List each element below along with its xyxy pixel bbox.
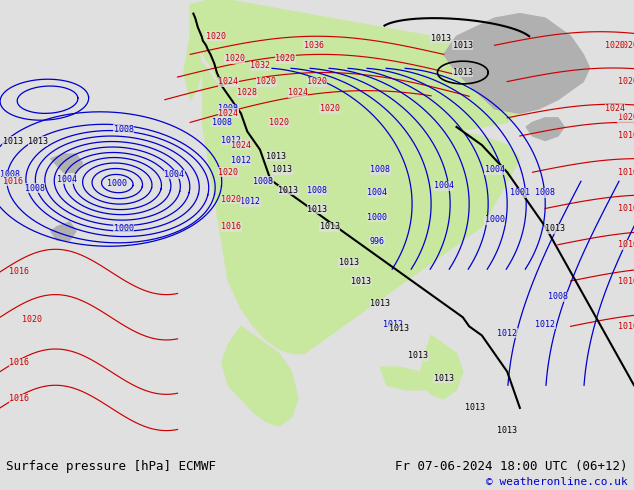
Text: 1020: 1020	[22, 315, 42, 324]
Text: 1008: 1008	[535, 188, 555, 197]
Text: 1012: 1012	[383, 319, 403, 329]
Text: 1004: 1004	[367, 188, 387, 197]
Text: 1024: 1024	[605, 104, 625, 113]
Text: 1020: 1020	[618, 113, 634, 122]
Text: Fr 07-06-2024 18:00 UTC (06+12): Fr 07-06-2024 18:00 UTC (06+12)	[395, 460, 628, 473]
Text: Surface pressure [hPa] ECMWF: Surface pressure [hPa] ECMWF	[6, 460, 216, 473]
Text: 1016: 1016	[618, 131, 634, 141]
Text: 1012: 1012	[221, 136, 242, 145]
Polygon shape	[184, 36, 203, 99]
Text: 1036: 1036	[304, 41, 324, 50]
Text: 1012: 1012	[231, 156, 251, 166]
Text: 1004: 1004	[484, 166, 505, 174]
Text: 1001: 1001	[510, 188, 530, 197]
Polygon shape	[190, 0, 552, 131]
Polygon shape	[51, 222, 76, 240]
Text: 1013: 1013	[320, 222, 340, 231]
Text: 1016: 1016	[618, 168, 634, 177]
Text: 1008: 1008	[113, 124, 134, 134]
Text: 1008: 1008	[25, 184, 45, 193]
Text: 1016: 1016	[618, 276, 634, 286]
Text: 1013: 1013	[370, 299, 391, 308]
Text: 1013: 1013	[497, 426, 517, 435]
Text: 1024: 1024	[218, 109, 238, 118]
Text: 1008: 1008	[307, 186, 327, 195]
Text: 1020: 1020	[618, 41, 634, 50]
Text: 1004: 1004	[164, 170, 184, 179]
Text: 1013: 1013	[266, 152, 286, 161]
Text: 1020: 1020	[605, 41, 625, 50]
Text: 1004: 1004	[56, 174, 77, 184]
Text: 1012: 1012	[497, 329, 517, 338]
Text: 1013: 1013	[3, 137, 23, 146]
Text: 1028: 1028	[237, 88, 257, 98]
Text: 1013: 1013	[272, 166, 292, 174]
Text: 1013: 1013	[351, 276, 372, 286]
Text: 1032: 1032	[250, 61, 270, 70]
Text: 1016: 1016	[3, 177, 23, 186]
Text: 1024: 1024	[231, 141, 251, 149]
Text: 1000: 1000	[367, 213, 387, 222]
Text: 1004: 1004	[434, 181, 454, 190]
Text: 1016: 1016	[618, 204, 634, 213]
Text: 1013: 1013	[408, 351, 429, 360]
Text: 1016: 1016	[9, 268, 29, 276]
Text: 1008: 1008	[548, 293, 568, 301]
Text: 1000: 1000	[107, 179, 127, 188]
Text: 1013: 1013	[307, 205, 327, 214]
Text: 1013: 1013	[339, 258, 359, 268]
Text: 996: 996	[370, 237, 385, 245]
Text: 1020: 1020	[221, 195, 242, 204]
Text: © weatheronline.co.uk: © weatheronline.co.uk	[486, 477, 628, 487]
Text: 1008: 1008	[0, 170, 20, 179]
Text: 1020: 1020	[205, 32, 226, 41]
Text: 1016: 1016	[9, 394, 29, 403]
Text: 1000: 1000	[484, 215, 505, 224]
Text: 1013: 1013	[453, 68, 473, 77]
Text: 1012: 1012	[535, 319, 555, 329]
Text: 1012: 1012	[240, 197, 261, 206]
Text: 1013: 1013	[545, 224, 565, 233]
Text: 1013: 1013	[430, 34, 451, 43]
Text: 1013: 1013	[278, 186, 299, 195]
Text: 1020: 1020	[256, 77, 276, 86]
Text: 1020: 1020	[618, 77, 634, 86]
Text: 1024: 1024	[218, 77, 238, 86]
Polygon shape	[222, 326, 298, 426]
Text: 1013: 1013	[389, 324, 410, 333]
Text: 1024: 1024	[288, 88, 308, 98]
Text: 1008: 1008	[212, 118, 232, 127]
Polygon shape	[418, 335, 463, 399]
Polygon shape	[526, 118, 564, 141]
Polygon shape	[51, 154, 82, 172]
Polygon shape	[380, 367, 431, 390]
Text: 1016: 1016	[618, 322, 634, 331]
Text: 1013: 1013	[28, 137, 48, 146]
Text: 1020: 1020	[224, 54, 245, 63]
Text: 1016: 1016	[9, 358, 29, 367]
Text: 1020: 1020	[275, 54, 295, 63]
Text: 1008: 1008	[218, 104, 238, 113]
Text: 1008: 1008	[370, 166, 391, 174]
Polygon shape	[444, 14, 590, 113]
Polygon shape	[203, 64, 520, 354]
Text: 1013: 1013	[434, 374, 454, 383]
Text: 1016: 1016	[221, 222, 242, 231]
Text: 1008: 1008	[253, 177, 273, 186]
Text: 1013: 1013	[453, 41, 473, 50]
Text: 1013: 1013	[465, 403, 486, 413]
Text: 1020: 1020	[269, 118, 289, 127]
Text: 1020: 1020	[307, 77, 327, 86]
Text: 1016: 1016	[618, 240, 634, 249]
Text: 1020: 1020	[218, 168, 238, 177]
Text: 1000: 1000	[113, 224, 134, 233]
Text: 1020: 1020	[320, 104, 340, 113]
